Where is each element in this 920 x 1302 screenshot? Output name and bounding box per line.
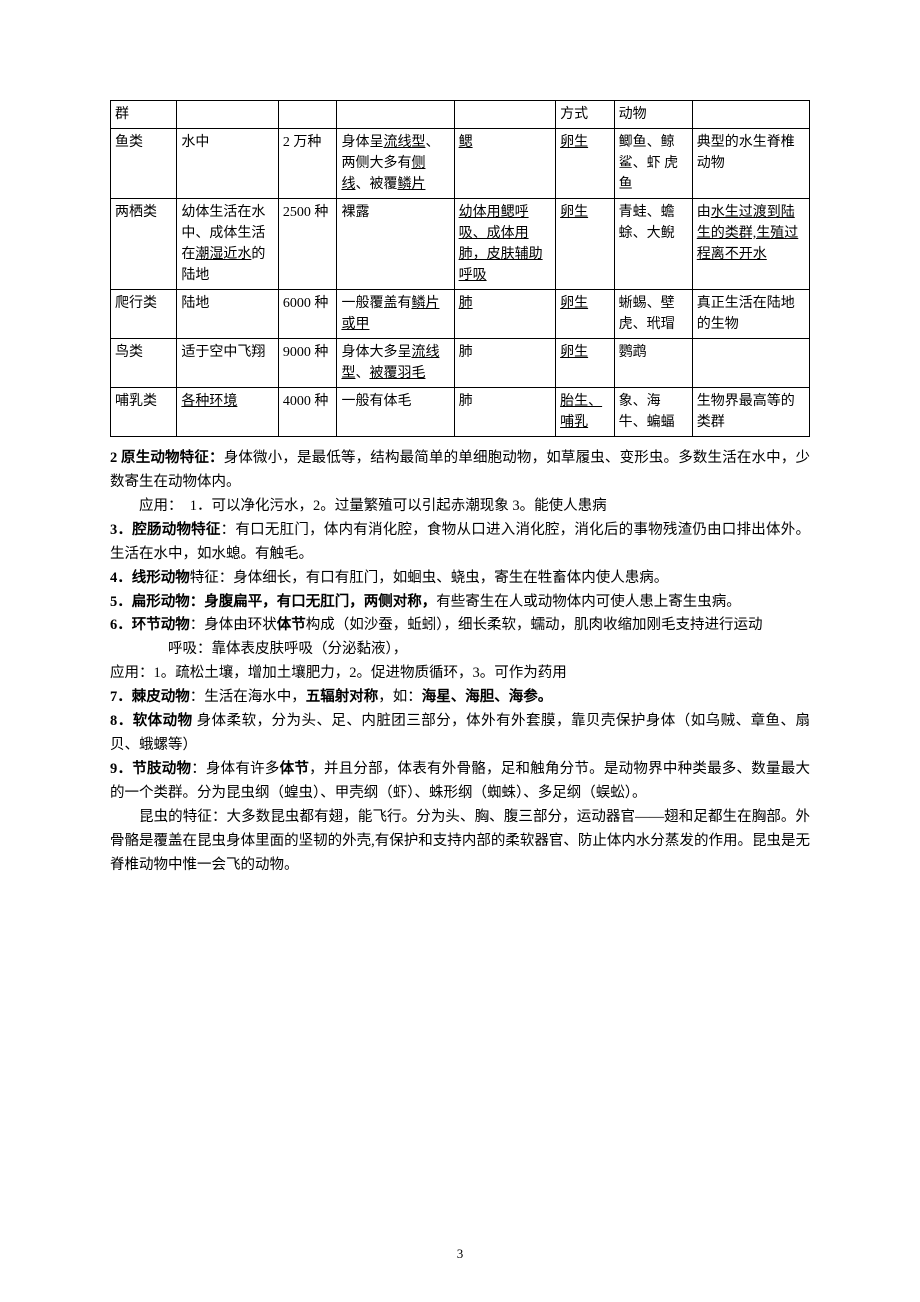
table-cell: 象、海牛、蝙蝠	[614, 388, 692, 437]
table-row: 群 方式动物	[111, 101, 810, 129]
para-head: 5．扁形动物：身腹扁平，有口无肛门，两侧对称，	[110, 594, 436, 610]
table-cell: 鲫鱼、鲸鲨、虾 虎鱼	[614, 129, 692, 199]
para-mid: ：身体由环状	[190, 617, 277, 633]
table-cell	[278, 101, 337, 129]
table-cell: 裸露	[337, 199, 454, 290]
table-cell	[177, 101, 279, 129]
table-cell: 鸟类	[111, 339, 177, 388]
para-head: 6．环节动物	[110, 617, 190, 633]
table-cell: 2 万种	[278, 129, 337, 199]
table-cell: 蜥蜴、壁虎、玳瑁	[614, 290, 692, 339]
para-body: 构成（如沙蚕，蚯蚓），细长柔软，蠕动，肌肉收缩加刚毛支持进行运动	[306, 617, 763, 633]
table-cell: 肺	[454, 290, 556, 339]
para-protozoa: 2 原生动物特征：身体微小，是最低等，结构最简单的单细胞动物，如草履虫、变形虫。…	[110, 447, 810, 495]
table-cell: 肺	[454, 388, 556, 437]
table-cell: 群	[111, 101, 177, 129]
table-cell: 2500 种	[278, 199, 337, 290]
table-cell: 6000 种	[278, 290, 337, 339]
para-bold: 五辐射对称	[306, 689, 379, 705]
table-cell: 爬行类	[111, 290, 177, 339]
para-annelid-app: 应用：1。疏松土壤，增加土壤肥力，2。促进物质循环，3。可作为药用	[110, 662, 810, 686]
para-flatworm: 5．扁形动物：身腹扁平，有口无肛门，两侧对称，有些寄生在人或动物体内可使人患上寄…	[110, 591, 810, 615]
para-annelid: 6．环节动物：身体由环状体节构成（如沙蚕，蚯蚓），细长柔软，蠕动，肌肉收缩加刚毛…	[110, 614, 810, 638]
table-cell: 水中	[177, 129, 279, 199]
para-mid: ，如：	[378, 689, 422, 705]
table-cell: 肺	[454, 339, 556, 388]
table-cell: 动物	[614, 101, 692, 129]
table-cell: 鱼类	[111, 129, 177, 199]
table-cell: 哺乳类	[111, 388, 177, 437]
table-row: 哺乳类各种环境4000 种一般有体毛肺胎生、哺乳象、海牛、蝙蝠生物界最高等的类群	[111, 388, 810, 437]
table-cell: 鳃	[454, 129, 556, 199]
table-row: 爬行类陆地6000 种一般覆盖有鳞片或甲肺卵生蜥蜴、壁虎、玳瑁真正生活在陆地的生…	[111, 290, 810, 339]
table-cell	[454, 101, 556, 129]
table-cell: 适于空中飞翔	[177, 339, 279, 388]
para-bold: 海星、海胆、海参。	[422, 689, 553, 705]
table-cell: 典型的水生脊椎动物	[692, 129, 809, 199]
table-cell: 真正生活在陆地的生物	[692, 290, 809, 339]
table-cell: 生物界最高等的类群	[692, 388, 809, 437]
para-mid: ：生活在海水中，	[190, 689, 306, 705]
para-protozoa-app: 应用： 1．可以净化污水，2。过量繁殖可以引起赤潮现象 3。能使人患病	[110, 495, 810, 519]
table-cell: 陆地	[177, 290, 279, 339]
para-head: 2 原生动物特征：	[110, 450, 224, 466]
table-cell: 由水生过渡到陆生的类群,生殖过程离不开水	[692, 199, 809, 290]
table-cell: 两栖类	[111, 199, 177, 290]
para-head: 4．线形动物	[110, 570, 190, 586]
para-annelid-breath: 呼吸：靠体表皮肤呼吸（分泌黏液），	[110, 638, 810, 662]
para-body: 身体柔软，分为头、足、内脏团三部分，体外有外套膜，靠贝壳保护身体（如乌贼、章鱼、…	[110, 713, 810, 753]
table-cell: 幼体生活在水中、成体生活在潮湿近水的陆地	[177, 199, 279, 290]
table-cell: 9000 种	[278, 339, 337, 388]
table-cell: 卵生	[556, 199, 615, 290]
para-head: 7．棘皮动物	[110, 689, 190, 705]
table-row: 鱼类水中2 万种身体呈流线型、两侧大多有侧线、被覆鳞片鳃卵生鲫鱼、鲸鲨、虾 虎鱼…	[111, 129, 810, 199]
para-coelenterate: 3．腔肠动物特征：有口无肛门，体内有消化腔，食物从口进入消化腔，消化后的事物残渣…	[110, 519, 810, 567]
para-head: 8．软体动物	[110, 713, 193, 729]
table-cell: 身体呈流线型、两侧大多有侧线、被覆鳞片	[337, 129, 454, 199]
table-cell: 幼体用鳃呼吸、成体用肺，皮肤辅助呼吸	[454, 199, 556, 290]
document-page: 群方式动物鱼类水中2 万种身体呈流线型、两侧大多有侧线、被覆鳞片鳃卵生鲫鱼、鲸鲨…	[0, 0, 920, 1302]
page-number: 3	[0, 1246, 920, 1262]
para-bold: 体节	[280, 761, 309, 777]
table-cell: 卵生	[556, 129, 615, 199]
vertebrate-table: 群方式动物鱼类水中2 万种身体呈流线型、两侧大多有侧线、被覆鳞片鳃卵生鲫鱼、鲸鲨…	[110, 100, 810, 437]
para-insect: 昆虫的特征：大多数昆虫都有翅，能飞行。分为头、胸、腹三部分，运动器官——翅和足都…	[110, 806, 810, 878]
table-cell: 4000 种	[278, 388, 337, 437]
para-body: 有些寄生在人或动物体内可使人患上寄生虫病。	[436, 594, 741, 610]
table-cell: 方式	[556, 101, 615, 129]
body-text: 2 原生动物特征：身体微小，是最低等，结构最简单的单细胞动物，如草履虫、变形虫。…	[110, 447, 810, 878]
para-head: 3．腔肠动物特征	[110, 522, 221, 538]
table-cell: 各种环境	[177, 388, 279, 437]
table-cell: 一般有体毛	[337, 388, 454, 437]
para-nematode: 4．线形动物特征：身体细长，有口有肛门，如蛔虫、蛲虫，寄生在牲畜体内使人患病。	[110, 567, 810, 591]
para-mid: ：身体有许多	[191, 761, 279, 777]
table-cell	[692, 339, 809, 388]
table-cell: 一般覆盖有鳞片或甲	[337, 290, 454, 339]
para-bold: 体节	[277, 617, 306, 633]
para-mollusc: 8．软体动物 身体柔软，分为头、足、内脏团三部分，体外有外套膜，靠贝壳保护身体（…	[110, 710, 810, 758]
table-cell: 卵生	[556, 290, 615, 339]
table-cell: 鹦鹉	[614, 339, 692, 388]
table-cell: 卵生	[556, 339, 615, 388]
table-cell	[692, 101, 809, 129]
table-cell	[337, 101, 454, 129]
para-arthropod: 9．节肢动物：身体有许多体节，并且分部，体表有外骨骼，足和触角分节。是动物界中种…	[110, 758, 810, 806]
table-row: 两栖类幼体生活在水中、成体生活在潮湿近水的陆地2500 种裸露幼体用鳃呼吸、成体…	[111, 199, 810, 290]
table-row: 鸟类适于空中飞翔9000 种身体大多呈流线型、被覆羽毛肺卵生鹦鹉	[111, 339, 810, 388]
para-body: 特征：身体细长，有口有肛门，如蛔虫、蛲虫，寄生在牲畜体内使人患病。	[190, 570, 669, 586]
table-cell: 胎生、哺乳	[556, 388, 615, 437]
table-cell: 青蛙、蟾蜍、大鲵	[614, 199, 692, 290]
para-echinoderm: 7．棘皮动物：生活在海水中，五辐射对称，如：海星、海胆、海参。	[110, 686, 810, 710]
para-head: 9．节肢动物	[110, 761, 191, 777]
table-cell: 身体大多呈流线型、被覆羽毛	[337, 339, 454, 388]
